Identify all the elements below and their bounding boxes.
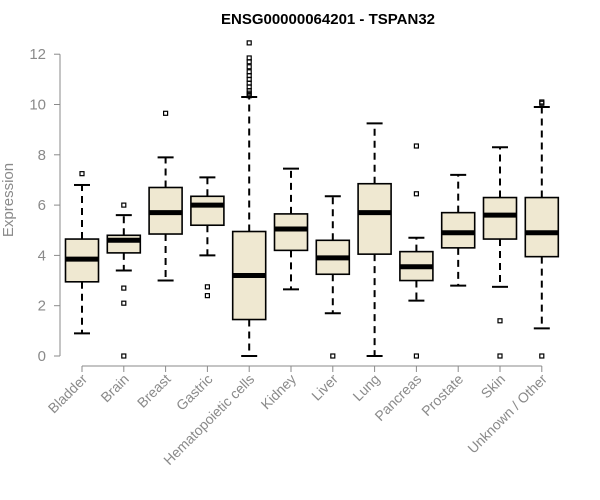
x-tick-label: Lung (349, 371, 382, 404)
x-axis (81, 365, 543, 372)
x-tick-label: Breast (134, 371, 174, 411)
x-tick-label: Prostate (418, 371, 466, 419)
y-tick-label: 8 (38, 147, 46, 164)
y-tick-label: 6 (38, 197, 46, 214)
outlier-point (79, 171, 85, 177)
y-axis: 0 2 4 6 8 10 12 (29, 46, 61, 365)
outlier-point (413, 191, 419, 197)
box-iqr (190, 195, 225, 227)
x-tick-label: Liver (308, 371, 341, 404)
outlier-point (539, 99, 545, 105)
y-axis-label: Expression (0, 163, 17, 237)
x-tick-label: Skin (478, 371, 509, 402)
box-skin (482, 146, 518, 359)
x-tick-label: Bladder (45, 371, 91, 417)
chart-title: ENSG00000064201 - TSPAN32 (221, 11, 435, 28)
outlier-point (497, 318, 503, 324)
box-iqr (357, 182, 392, 255)
outlier-point (204, 293, 210, 299)
outlier-point (246, 55, 252, 61)
outlier-point (121, 202, 127, 208)
box-hematopoietic-cells (231, 40, 267, 357)
outlier-point (413, 353, 419, 359)
outlier-point (246, 40, 252, 46)
box-series (64, 40, 560, 359)
outlier-point (497, 353, 503, 359)
outlier-point (330, 353, 336, 359)
box-iqr (524, 196, 560, 258)
outlier-point (413, 143, 419, 149)
y-tick-label: 10 (29, 97, 46, 114)
box-prostate (440, 173, 476, 287)
box-liver (315, 195, 351, 359)
box-lung (357, 122, 392, 357)
outlier-point (246, 69, 252, 75)
box-pancreas (399, 143, 434, 359)
outlier-point (121, 300, 127, 306)
y-tick-label: 0 (38, 348, 46, 365)
outlier-point (121, 353, 127, 359)
box-unknown-other (524, 99, 560, 359)
y-tick-label: 4 (38, 247, 46, 264)
x-tick-label: Unknown / Other (464, 371, 550, 457)
outlier-point (204, 284, 210, 290)
outlier-point (246, 64, 252, 70)
box-gastric (190, 176, 225, 299)
x-tick-label: Brain (97, 371, 131, 405)
y-tick-label: 2 (38, 298, 46, 315)
outlier-point (539, 353, 545, 359)
outlier-point (163, 110, 169, 116)
y-tick-label: 12 (29, 46, 46, 63)
box-breast (148, 110, 183, 282)
outlier-point (121, 285, 127, 291)
box-kidney (273, 167, 309, 291)
box-brain (106, 202, 142, 359)
box-iqr (440, 211, 476, 249)
x-tick-label: Kidney (258, 371, 300, 413)
box-bladder (64, 171, 100, 335)
box-iqr (273, 213, 309, 252)
box-iqr (482, 196, 518, 240)
